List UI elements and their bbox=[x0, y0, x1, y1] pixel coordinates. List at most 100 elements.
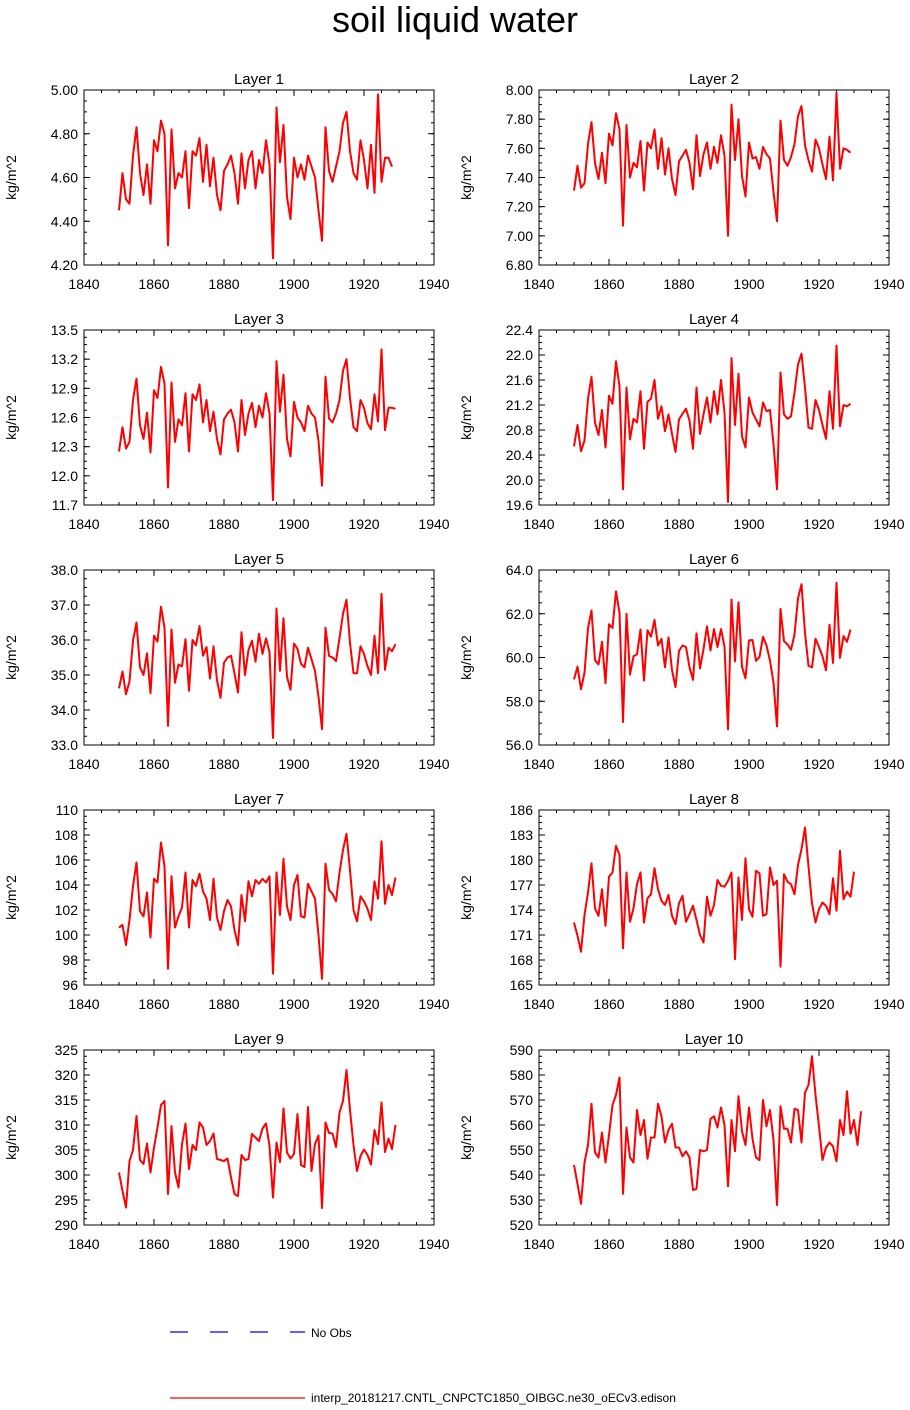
layer-1-series-line bbox=[118, 93, 393, 260]
y-tick-label: 106 bbox=[55, 852, 79, 868]
layer-6-ylabel: kg/m^2 bbox=[458, 635, 474, 680]
layer-2-ylabel: kg/m^2 bbox=[458, 155, 474, 200]
x-tick-label: 1940 bbox=[873, 1236, 904, 1252]
layer-9-title: Layer 9 bbox=[234, 1031, 284, 1048]
x-tick-label: 1940 bbox=[873, 276, 904, 292]
x-tick-label: 1920 bbox=[803, 516, 834, 532]
layer-4-series-line bbox=[573, 344, 852, 503]
y-tick-label: 104 bbox=[55, 877, 79, 893]
x-tick-label: 1920 bbox=[348, 756, 379, 772]
layer-5-series-line bbox=[118, 592, 397, 739]
x-tick-label: 1940 bbox=[418, 276, 449, 292]
y-tick-label: 520 bbox=[510, 1217, 534, 1233]
x-tick-label: 1860 bbox=[593, 1236, 624, 1252]
y-tick-label: 305 bbox=[55, 1142, 79, 1158]
y-tick-label: 177 bbox=[510, 877, 534, 893]
x-tick-label: 1920 bbox=[803, 276, 834, 292]
x-tick-label: 1920 bbox=[348, 1236, 379, 1252]
y-tick-label: 590 bbox=[510, 1042, 534, 1058]
y-tick-label: 33.0 bbox=[51, 737, 78, 753]
x-tick-label: 1880 bbox=[208, 996, 239, 1012]
y-tick-label: 37.0 bbox=[51, 597, 78, 613]
y-tick-label: 13.2 bbox=[51, 351, 78, 367]
legend-model-label: interp_20181217.CNTL_CNPCTC1850_OIBGC.ne… bbox=[311, 1391, 676, 1405]
y-tick-label: 38.0 bbox=[51, 562, 78, 578]
x-tick-label: 1880 bbox=[663, 276, 694, 292]
y-tick-label: 165 bbox=[510, 977, 534, 993]
y-tick-label: 13.5 bbox=[51, 322, 78, 338]
layer-10-ylabel: kg/m^2 bbox=[458, 1115, 474, 1160]
y-tick-label: 35.0 bbox=[51, 667, 78, 683]
layer-4-chart: Layer 4 1840 1860 1880 1900 1920 1940 19.6 20.0 2… bbox=[458, 311, 905, 532]
layer-3-series-line bbox=[118, 348, 396, 502]
y-tick-label: 183 bbox=[510, 827, 534, 843]
layer-6-chart: Layer 6 1840 1860 1880 1900 1920 1940 56.0 58.0 6… bbox=[458, 551, 905, 772]
y-tick-label: 11.7 bbox=[52, 497, 78, 513]
layer-8-chart: Layer 8 1840 1860 1880 1900 1920 1940 165 168 171… bbox=[458, 791, 905, 1012]
layer-10-frame bbox=[538, 1049, 890, 1226]
y-tick-label: 168 bbox=[510, 952, 534, 968]
x-tick-label: 1940 bbox=[873, 996, 904, 1012]
x-tick-label: 1940 bbox=[418, 996, 449, 1012]
layer-1-chart: Layer 1 1840 1860 1880 1900 1920 1940 4.20 4.40 4… bbox=[3, 71, 450, 292]
x-tick-label: 1840 bbox=[68, 516, 99, 532]
y-tick-label: 4.60 bbox=[51, 170, 78, 186]
y-tick-label: 295 bbox=[55, 1192, 79, 1208]
x-tick-label: 1920 bbox=[348, 516, 379, 532]
x-tick-label: 1880 bbox=[663, 996, 694, 1012]
y-tick-label: 12.9 bbox=[51, 380, 78, 396]
layer-8-title: Layer 8 bbox=[689, 791, 739, 808]
y-tick-label: 102 bbox=[55, 902, 79, 918]
y-tick-label: 4.40 bbox=[51, 213, 78, 229]
y-tick-label: 4.80 bbox=[51, 126, 78, 142]
y-tick-label: 20.4 bbox=[506, 447, 533, 463]
x-tick-label: 1860 bbox=[138, 516, 169, 532]
x-tick-label: 1940 bbox=[418, 1236, 449, 1252]
layer-9-ylabel: kg/m^2 bbox=[3, 1115, 19, 1160]
layer-8-ylabel: kg/m^2 bbox=[458, 875, 474, 920]
layer-8-series-line bbox=[573, 826, 855, 968]
x-tick-label: 1860 bbox=[138, 1236, 169, 1252]
y-tick-label: 550 bbox=[510, 1142, 534, 1158]
x-tick-label: 1900 bbox=[733, 516, 764, 532]
x-tick-label: 1920 bbox=[803, 996, 834, 1012]
x-tick-label: 1860 bbox=[593, 516, 624, 532]
layer-7-series-line bbox=[118, 832, 397, 980]
x-tick-label: 1940 bbox=[418, 516, 449, 532]
x-tick-label: 1840 bbox=[68, 996, 99, 1012]
y-tick-label: 100 bbox=[55, 927, 79, 943]
y-tick-label: 58.0 bbox=[506, 693, 533, 709]
x-tick-label: 1920 bbox=[803, 756, 834, 772]
y-tick-label: 315 bbox=[55, 1092, 79, 1108]
layer-7-chart: Layer 7 1840 1860 1880 1900 1920 1940 96 98 100 10… bbox=[3, 791, 450, 1012]
y-tick-label: 22.0 bbox=[506, 347, 533, 363]
x-tick-label: 1840 bbox=[68, 276, 99, 292]
x-tick-label: 1900 bbox=[278, 1236, 309, 1252]
y-tick-label: 171 bbox=[510, 927, 534, 943]
y-tick-label: 300 bbox=[55, 1167, 79, 1183]
x-tick-label: 1880 bbox=[208, 756, 239, 772]
x-tick-label: 1880 bbox=[208, 276, 239, 292]
x-tick-label: 1900 bbox=[733, 996, 764, 1012]
y-tick-label: 180 bbox=[510, 852, 534, 868]
layer-5-ylabel: kg/m^2 bbox=[3, 635, 19, 680]
y-tick-label: 96 bbox=[62, 977, 78, 993]
y-tick-label: 310 bbox=[55, 1117, 79, 1133]
y-tick-label: 21.6 bbox=[506, 372, 533, 388]
y-tick-label: 7.00 bbox=[506, 228, 533, 244]
x-tick-label: 1840 bbox=[68, 1236, 99, 1252]
y-tick-label: 98 bbox=[62, 952, 78, 968]
x-tick-label: 1920 bbox=[348, 996, 379, 1012]
x-tick-label: 1940 bbox=[418, 756, 449, 772]
layer-7-ylabel: kg/m^2 bbox=[3, 875, 19, 920]
y-tick-label: 8.00 bbox=[506, 82, 533, 98]
y-tick-label: 21.2 bbox=[506, 397, 533, 413]
x-tick-label: 1860 bbox=[593, 276, 624, 292]
x-tick-label: 1900 bbox=[278, 276, 309, 292]
layer-6-series-line bbox=[573, 581, 852, 731]
x-tick-label: 1940 bbox=[873, 756, 904, 772]
layer-2-series-line bbox=[573, 91, 852, 237]
y-tick-label: 108 bbox=[55, 827, 79, 843]
x-tick-label: 1840 bbox=[523, 756, 554, 772]
